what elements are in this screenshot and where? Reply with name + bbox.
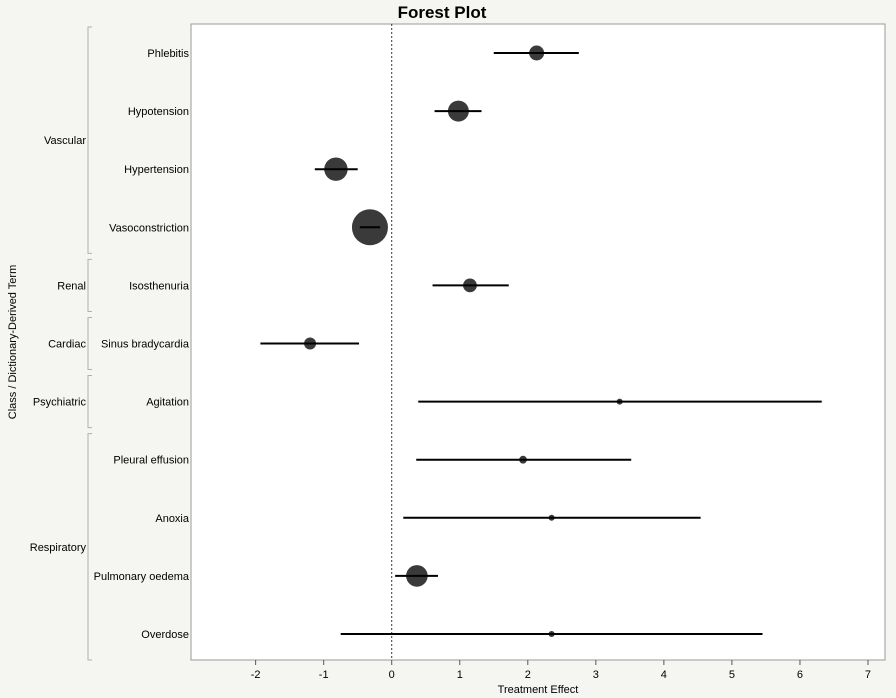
class-group: Respiratory	[30, 433, 92, 661]
term-label: Hypotension	[128, 106, 189, 118]
x-tick-label: 1	[457, 669, 463, 681]
x-tick-label: 5	[729, 669, 735, 681]
forest-row: Anoxia	[155, 513, 701, 525]
forest-row: Vasoconstriction	[109, 209, 388, 246]
class-label: Vascular	[44, 135, 86, 147]
y-axis-label: Class / Dictionary-Derived Term	[7, 265, 19, 419]
class-group: Psychiatric	[33, 375, 92, 429]
term-label: Overdose	[141, 629, 189, 641]
class-group: Cardiac	[48, 316, 92, 371]
class-group: Renal	[57, 258, 92, 312]
term-label: Sinus bradycardia	[101, 339, 190, 351]
forest-row: Hypertension	[124, 157, 358, 181]
x-tick-label: -2	[251, 669, 261, 681]
x-tick-label: -1	[319, 669, 329, 681]
term-label: Agitation	[146, 397, 189, 409]
x-axis-label: Treatment Effect	[498, 684, 579, 696]
class-bracket	[87, 26, 92, 254]
forest-row: Hypotension	[128, 100, 482, 122]
forest-row: Pleural effusion	[113, 455, 632, 467]
term-label: Hypertension	[124, 164, 189, 176]
term-label: Pleural effusion	[113, 455, 189, 467]
class-bracket	[87, 375, 92, 429]
class-label: Renal	[57, 280, 86, 292]
term-label: Pulmonary oedema	[94, 571, 190, 583]
class-label: Psychiatric	[33, 397, 87, 409]
x-tick-label: 6	[797, 669, 803, 681]
forest-row: Sinus bradycardia	[101, 337, 360, 351]
x-tick-label: 3	[593, 669, 599, 681]
x-tick-label: 7	[865, 669, 871, 681]
class-label: Cardiac	[48, 339, 86, 351]
forest-row: Pulmonary oedema	[94, 565, 438, 587]
term-label: Vasoconstriction	[109, 222, 189, 234]
forest-row: Isosthenuria	[129, 278, 509, 292]
class-bracket	[87, 316, 92, 371]
class-bracket	[87, 433, 92, 661]
class-bracket	[87, 258, 92, 312]
class-group: Vascular	[44, 26, 92, 254]
plot-area	[190, 23, 886, 661]
forest-row: Phlebitis	[147, 45, 579, 61]
term-label: Phlebitis	[147, 48, 189, 60]
forest-row: Agitation	[146, 397, 822, 409]
term-label: Isosthenuria	[129, 280, 190, 292]
chart-title: Forest Plot	[398, 3, 487, 22]
forest-row: Overdose	[141, 629, 763, 641]
term-label: Anoxia	[155, 513, 190, 525]
class-label: Respiratory	[30, 542, 87, 554]
x-tick-label: 0	[389, 669, 395, 681]
x-tick-label: 4	[661, 669, 667, 681]
x-tick-label: 2	[525, 669, 531, 681]
